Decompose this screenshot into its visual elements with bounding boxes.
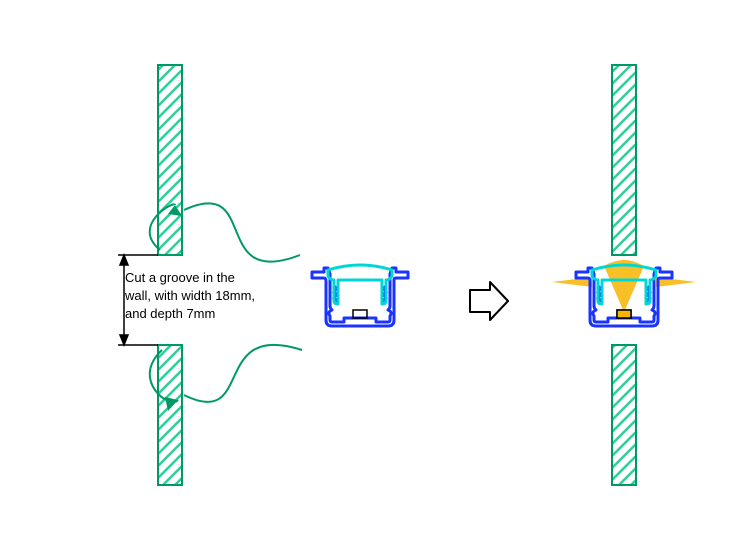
label-line1: Cut a groove in the <box>125 270 235 285</box>
arrow-between-icon <box>470 282 508 320</box>
instruction-label: Cut a groove in the wall, with width 18m… <box>124 270 255 321</box>
led-profile-installed <box>552 260 696 326</box>
label-line2: wall, with width 18mm, <box>124 288 255 303</box>
led-profile-loose <box>312 265 408 326</box>
label-line3: and depth 7mm <box>125 306 215 321</box>
